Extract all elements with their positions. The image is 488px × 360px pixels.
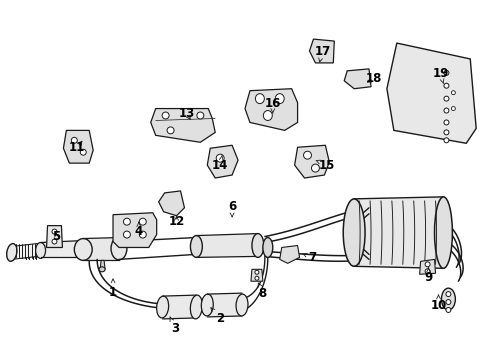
Polygon shape — [83, 238, 119, 260]
Ellipse shape — [445, 307, 450, 312]
Ellipse shape — [443, 96, 448, 101]
Polygon shape — [386, 43, 475, 143]
Ellipse shape — [263, 111, 272, 121]
Text: 16: 16 — [264, 97, 281, 113]
Polygon shape — [250, 269, 263, 281]
Text: 13: 13 — [178, 107, 194, 120]
Text: 5: 5 — [52, 230, 61, 243]
Ellipse shape — [441, 288, 454, 310]
Ellipse shape — [190, 295, 202, 319]
Ellipse shape — [52, 229, 57, 234]
Text: 17: 17 — [314, 45, 330, 62]
Ellipse shape — [162, 112, 169, 119]
Ellipse shape — [111, 237, 127, 260]
Ellipse shape — [201, 294, 213, 316]
Polygon shape — [309, 39, 334, 63]
Polygon shape — [41, 240, 83, 257]
Text: 6: 6 — [227, 200, 236, 217]
Ellipse shape — [450, 91, 454, 95]
Ellipse shape — [443, 138, 448, 143]
Ellipse shape — [445, 300, 450, 305]
Polygon shape — [100, 260, 105, 269]
Polygon shape — [419, 260, 435, 274]
Text: 19: 19 — [431, 67, 448, 83]
Ellipse shape — [443, 108, 448, 113]
Ellipse shape — [434, 197, 451, 268]
Text: 4: 4 — [134, 222, 142, 238]
Text: 11: 11 — [69, 141, 85, 154]
Ellipse shape — [263, 238, 272, 257]
Text: 8: 8 — [258, 283, 266, 300]
Ellipse shape — [216, 154, 224, 162]
Ellipse shape — [424, 262, 429, 267]
Ellipse shape — [443, 70, 448, 75]
Polygon shape — [207, 293, 242, 317]
Polygon shape — [196, 234, 257, 257]
Ellipse shape — [156, 296, 168, 318]
Text: 15: 15 — [315, 159, 335, 172]
Ellipse shape — [236, 294, 247, 316]
Polygon shape — [113, 213, 156, 247]
Polygon shape — [158, 191, 184, 216]
Ellipse shape — [445, 292, 450, 297]
Ellipse shape — [254, 270, 258, 274]
Ellipse shape — [311, 164, 319, 172]
Ellipse shape — [80, 149, 86, 155]
Ellipse shape — [123, 218, 130, 225]
Ellipse shape — [167, 127, 174, 134]
Ellipse shape — [251, 234, 264, 257]
Ellipse shape — [254, 276, 258, 280]
Ellipse shape — [52, 239, 57, 244]
Polygon shape — [207, 145, 238, 178]
Polygon shape — [279, 246, 299, 264]
Text: 7: 7 — [302, 251, 316, 264]
Text: 9: 9 — [424, 268, 432, 284]
Ellipse shape — [71, 137, 77, 143]
Polygon shape — [244, 89, 297, 130]
Text: 3: 3 — [170, 317, 179, 336]
Polygon shape — [344, 69, 370, 89]
Ellipse shape — [443, 120, 448, 125]
Ellipse shape — [443, 130, 448, 135]
Text: 14: 14 — [212, 156, 228, 172]
Polygon shape — [12, 243, 38, 260]
Ellipse shape — [343, 199, 365, 266]
Text: 12: 12 — [168, 215, 184, 228]
Ellipse shape — [139, 231, 146, 238]
Polygon shape — [353, 197, 443, 268]
Ellipse shape — [303, 151, 311, 159]
Text: 18: 18 — [365, 72, 382, 85]
Polygon shape — [294, 145, 328, 178]
Ellipse shape — [450, 107, 454, 111]
Polygon shape — [163, 295, 196, 319]
Ellipse shape — [123, 231, 130, 238]
Text: 10: 10 — [429, 295, 446, 311]
Ellipse shape — [443, 83, 448, 88]
Ellipse shape — [7, 244, 17, 261]
Text: 2: 2 — [210, 308, 224, 325]
Polygon shape — [46, 226, 62, 247]
Ellipse shape — [139, 218, 146, 225]
Ellipse shape — [255, 94, 264, 104]
Ellipse shape — [275, 94, 284, 104]
Polygon shape — [63, 130, 93, 163]
Ellipse shape — [424, 269, 429, 274]
Ellipse shape — [36, 243, 45, 258]
Text: 1: 1 — [109, 279, 117, 299]
Ellipse shape — [190, 235, 202, 257]
Ellipse shape — [197, 112, 203, 119]
Polygon shape — [150, 109, 215, 142]
Ellipse shape — [74, 239, 92, 260]
Ellipse shape — [99, 267, 105, 272]
